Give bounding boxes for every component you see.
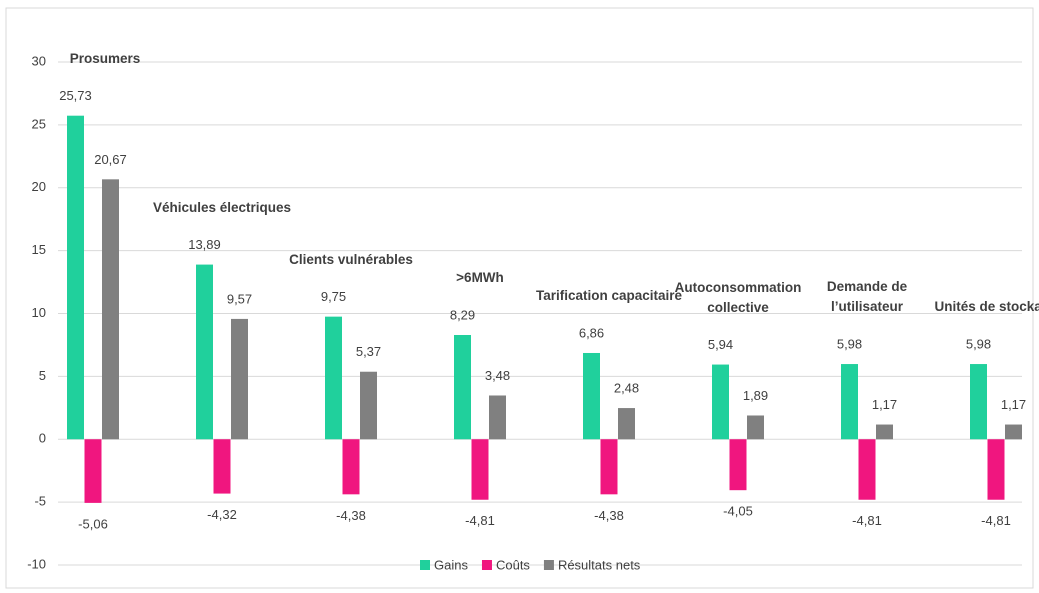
category-label: >6MWh (456, 270, 504, 285)
bar (196, 264, 213, 440)
bar (325, 316, 342, 440)
legend-swatch (420, 560, 430, 570)
bar (342, 439, 360, 495)
data-label: 25,73 (59, 88, 92, 103)
bar (600, 439, 618, 495)
data-label: 5,37 (356, 344, 381, 359)
data-label: 13,89 (188, 237, 221, 252)
legend-label: Coûts (496, 557, 530, 572)
y-tick-label: 25 (32, 116, 46, 131)
legend-swatch (481, 560, 492, 570)
data-label: -4,32 (207, 507, 237, 522)
data-label: 3,48 (485, 368, 510, 383)
data-label: 5,98 (966, 336, 991, 351)
y-tick-label: 15 (32, 242, 46, 257)
bar (729, 439, 747, 491)
y-tick-label: 20 (32, 179, 46, 194)
data-label: -5,06 (78, 516, 108, 531)
bar (231, 318, 248, 440)
data-label: 9,57 (227, 291, 252, 306)
data-label: -4,05 (723, 504, 753, 519)
bar (213, 439, 231, 494)
legend-label: Résultats nets (558, 557, 641, 572)
bar (841, 364, 858, 440)
data-label: -4,81 (465, 513, 495, 528)
bar (876, 424, 893, 440)
bar (858, 439, 876, 500)
bar (583, 352, 600, 440)
data-label: 1,17 (1001, 397, 1026, 412)
data-label: 20,67 (94, 152, 127, 167)
y-tick-label: -5 (34, 494, 46, 509)
category-label: Prosumers (69, 50, 141, 66)
bar (489, 395, 506, 440)
data-label: 5,94 (708, 337, 733, 352)
category-label: Demande de l’utilisateur (826, 279, 908, 315)
data-label: 9,75 (321, 289, 346, 304)
bar (67, 115, 84, 440)
category-label: Clients vulnérables (289, 251, 413, 267)
bar (84, 439, 102, 503)
data-label: 5,98 (837, 336, 862, 351)
y-tick-label: 0 (39, 431, 46, 446)
bar (471, 439, 489, 500)
bar (360, 371, 377, 440)
bar (712, 364, 729, 440)
bar (747, 415, 764, 440)
data-label: -4,38 (336, 508, 366, 523)
data-label: 8,29 (450, 307, 475, 322)
bar (454, 335, 471, 440)
category-label: Véhicules électriques (152, 199, 292, 215)
category-label: Unités de stockage (934, 299, 1039, 315)
data-label: 1,89 (743, 388, 768, 403)
bar (987, 439, 1005, 500)
data-label: 2,48 (614, 381, 639, 396)
bar (1005, 424, 1022, 440)
legend-label: Gains (434, 557, 468, 572)
bar (970, 364, 987, 440)
y-tick-label: 5 (39, 368, 46, 383)
bar (618, 408, 635, 440)
data-label: 6,86 (579, 325, 604, 340)
data-label: -4,81 (852, 513, 882, 528)
y-tick-label: 30 (32, 53, 46, 68)
y-tick-label: -10 (27, 556, 46, 571)
category-label: Tarification capacitaire (535, 287, 683, 303)
category-label: Autoconsommation collective (674, 279, 802, 315)
y-tick-label: 10 (32, 305, 46, 320)
data-label: -4,38 (594, 508, 624, 523)
data-label: 1,17 (872, 397, 897, 412)
legend-swatch (543, 560, 554, 570)
bar (102, 179, 119, 440)
data-label: -4,81 (981, 513, 1011, 528)
